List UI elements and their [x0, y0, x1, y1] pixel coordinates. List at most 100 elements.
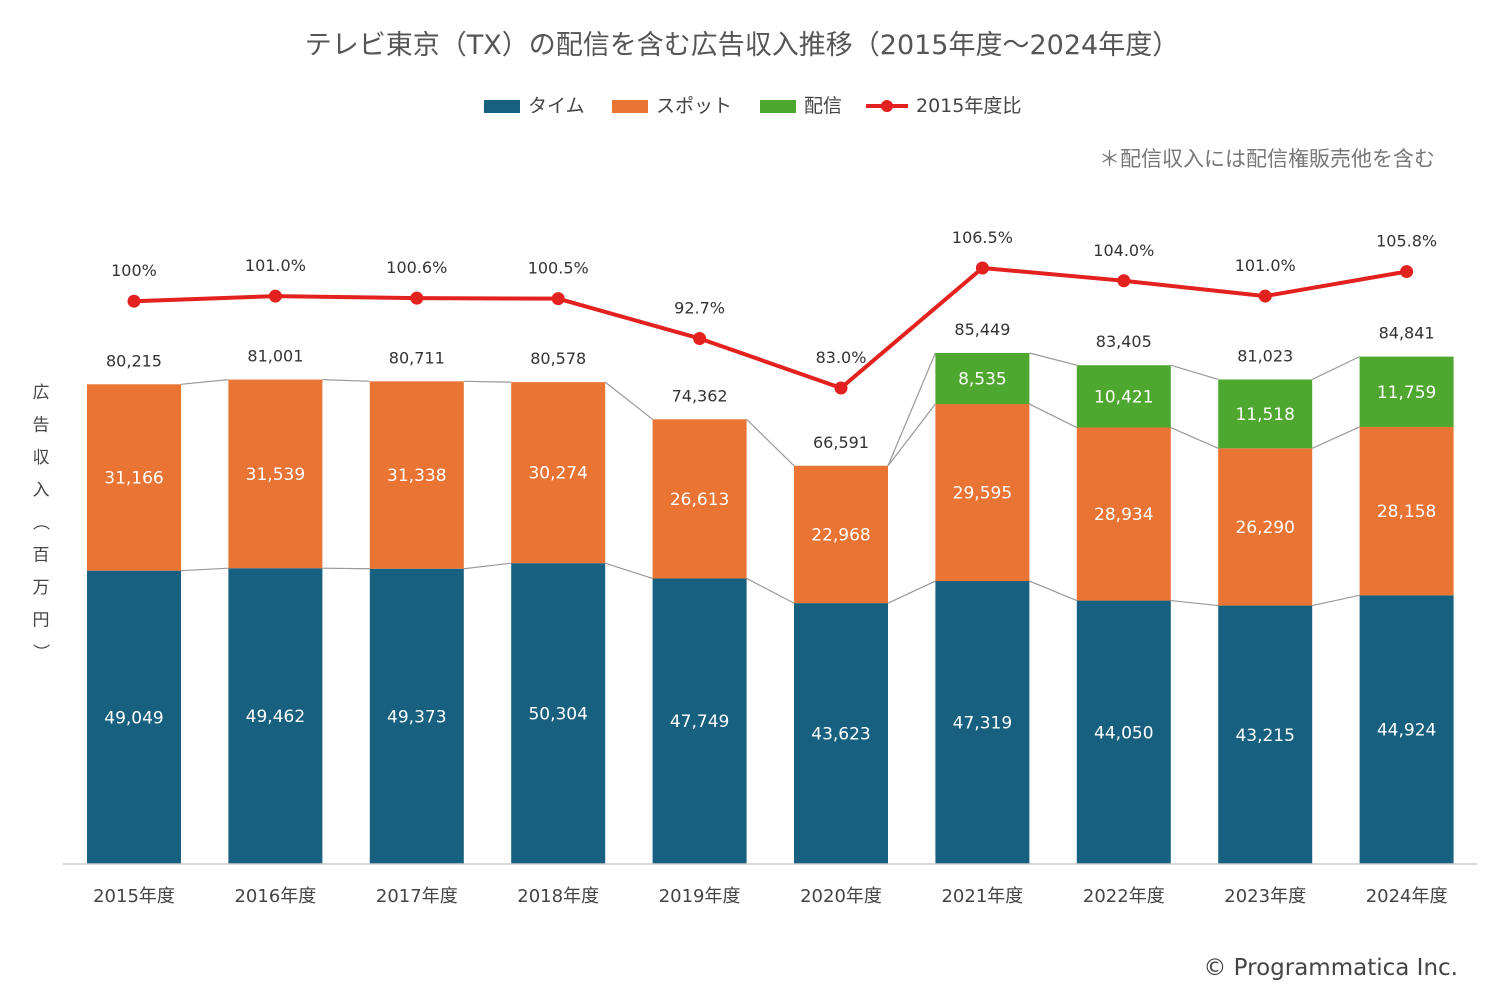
bar-streaming-2022年度	[1076, 365, 1171, 428]
bar-spot-2024年度	[1359, 426, 1454, 596]
note-text: ＊配信収入には配信権販売他を含む	[1099, 147, 1435, 171]
ratio-marker	[975, 261, 989, 275]
credit-text: © Programmatica Inc.	[1203, 955, 1458, 981]
ratio-line	[133, 266, 1407, 390]
segment-label: 43,623	[811, 725, 870, 745]
total-label: 84,841	[1379, 324, 1435, 343]
segment-label: 31,166	[104, 468, 163, 488]
y-axis-label-char: 入	[33, 481, 50, 501]
y-axis-label-char: （	[30, 514, 50, 531]
bar-spot-2020年度	[794, 465, 888, 604]
x-tick-label: 2024年度	[1366, 886, 1448, 907]
bar-time-2023年度	[1218, 605, 1313, 864]
x-tick-label: 2019年度	[659, 886, 741, 907]
bar-time-2020年度	[794, 603, 888, 864]
segment-label: 11,518	[1235, 405, 1294, 425]
segment-label: 49,462	[246, 707, 305, 727]
y-axis-label-char: 百	[33, 546, 50, 566]
x-tick-label: 2022年度	[1083, 886, 1165, 907]
ratio-marker	[1400, 265, 1414, 279]
legend-swatch-3	[760, 100, 796, 113]
bar-streaming-2024年度	[1359, 356, 1454, 427]
y-axis-label-char: ）	[30, 644, 50, 661]
ratio-marker	[693, 331, 707, 345]
bar-time-2016年度	[228, 568, 323, 864]
bar-time-2018年度	[511, 563, 606, 864]
segment-label: 31,338	[387, 466, 446, 486]
ratio-label: 83.0%	[816, 348, 867, 367]
connector-line	[746, 577, 795, 604]
segment-label: 26,290	[1235, 518, 1294, 538]
legend-label-1: タイム	[528, 95, 585, 117]
connector-line	[322, 379, 370, 382]
ratio-marker	[268, 289, 282, 303]
total-label: 80,215	[106, 351, 162, 370]
segment-label: 49,373	[387, 707, 446, 727]
connector-line	[463, 380, 512, 383]
x-tick-label: 2020年度	[800, 886, 882, 907]
segment-label: 10,421	[1094, 387, 1153, 407]
ratio-marker	[127, 294, 141, 308]
total-label: 74,362	[672, 386, 728, 405]
total-label: 83,405	[1096, 332, 1152, 351]
y-axis-label-char: 収	[33, 448, 50, 468]
bar-time-2015年度	[87, 570, 181, 864]
bar-time-2019年度	[652, 578, 747, 864]
y-axis-label-char: 円	[33, 611, 50, 631]
connector-line	[1029, 403, 1078, 429]
bar-spot-2018年度	[511, 382, 606, 564]
segment-label: 49,049	[104, 708, 163, 728]
x-tick-label: 2015年度	[93, 886, 175, 907]
connector-line	[1311, 356, 1360, 381]
legend-label-3: 配信	[804, 95, 842, 117]
legend-label-2: スポット	[656, 95, 732, 117]
ratio-marker	[1258, 289, 1272, 303]
bar-spot-2016年度	[228, 379, 323, 569]
connector-line	[180, 379, 229, 385]
segment-label: 47,749	[670, 712, 729, 732]
ratio-marker	[1117, 274, 1131, 288]
connector-line	[1170, 426, 1219, 449]
y-axis-label-char: 広	[33, 383, 50, 403]
ratio-label: 100.6%	[386, 258, 447, 277]
total-label: 81,001	[247, 347, 303, 366]
segment-label: 31,539	[246, 465, 305, 485]
segment-label: 28,158	[1377, 502, 1436, 522]
ratio-marker	[834, 381, 848, 395]
bar-spot-2023年度	[1218, 448, 1313, 606]
connector-line	[887, 580, 936, 604]
bar-spot-2019年度	[652, 419, 747, 579]
bar-streaming-2023年度	[1218, 379, 1313, 449]
connector-line	[605, 562, 653, 580]
legend-swatch-2	[612, 100, 648, 113]
total-label: 66,591	[813, 433, 869, 452]
connector-line	[463, 562, 512, 570]
connector-line	[887, 352, 936, 467]
ratio-marker	[410, 291, 424, 305]
segment-label: 47,319	[953, 714, 1012, 734]
segment-label: 29,595	[953, 484, 1012, 504]
connector-line	[746, 418, 795, 467]
segment-label: 43,215	[1235, 726, 1294, 746]
bar-time-2024年度	[1359, 595, 1454, 864]
y-axis-label-char: 万	[33, 578, 50, 598]
bar-streaming-2021年度	[935, 353, 1030, 405]
connector-line	[1170, 364, 1219, 381]
segment-label: 30,274	[528, 464, 587, 484]
ratio-label: 101.0%	[1235, 256, 1296, 275]
segment-label: 44,924	[1377, 721, 1436, 741]
ratio-label: 105.8%	[1376, 232, 1437, 251]
total-label: 85,449	[954, 320, 1010, 339]
y-axis-label-char: 告	[33, 416, 50, 436]
segment-label: 8,535	[958, 370, 1007, 390]
bar-spot-2017年度	[369, 381, 464, 569]
connector-line	[180, 567, 229, 572]
segment-label: 11,759	[1377, 383, 1436, 403]
x-tick-label: 2017年度	[376, 886, 458, 907]
total-label: 81,023	[1237, 346, 1293, 365]
legend-label-line: 2015年度比	[916, 95, 1021, 117]
total-label: 80,578	[530, 349, 586, 368]
connector-line	[322, 567, 370, 570]
segment-label: 44,050	[1094, 723, 1153, 743]
segment-label: 22,968	[811, 525, 870, 545]
